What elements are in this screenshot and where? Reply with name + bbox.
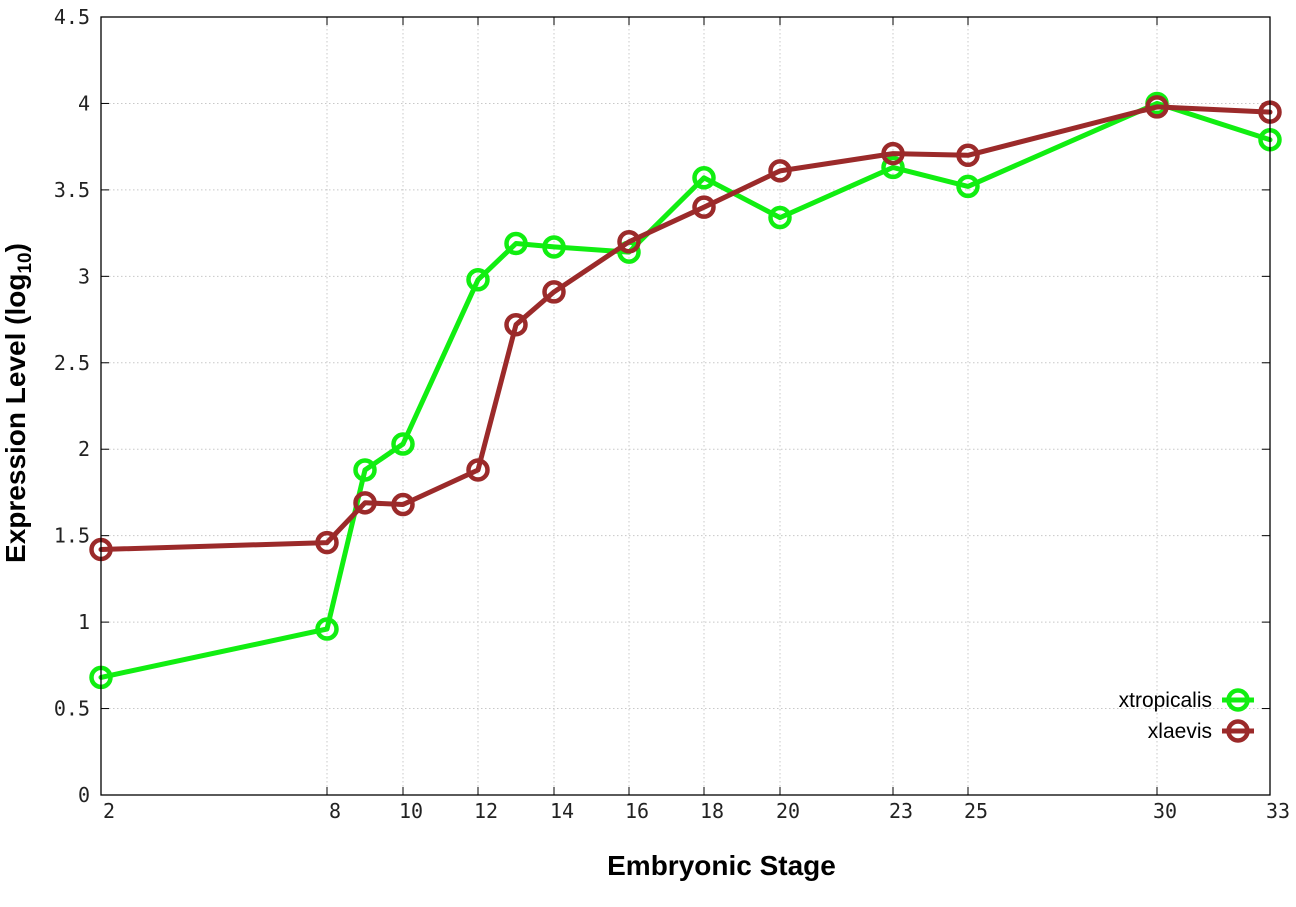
data-point bbox=[692, 195, 716, 219]
y-tick-label: 1 bbox=[78, 610, 90, 634]
data-point bbox=[466, 268, 490, 292]
series-line bbox=[98, 104, 1273, 552]
data-point bbox=[353, 458, 377, 482]
legend: xtropicalis xlaevis bbox=[1119, 688, 1254, 743]
y-tick-label: 3 bbox=[78, 264, 90, 288]
x-tick-label: 14 bbox=[550, 799, 574, 823]
data-series bbox=[89, 91, 1282, 690]
y-tick-label: 2 bbox=[78, 437, 90, 461]
y-axis-title-subscript: 10 bbox=[15, 252, 36, 273]
y-tick-labels: 0 0.5 1 1.5 2 2.5 3 3.5 4 4.5 bbox=[54, 5, 90, 807]
x-tick-label: 30 bbox=[1153, 799, 1177, 823]
x-axis-title: Embryonic Stage bbox=[607, 850, 836, 881]
data-point bbox=[466, 458, 490, 482]
x-tick-label: 25 bbox=[964, 799, 988, 823]
data-point bbox=[956, 143, 980, 168]
data-point bbox=[692, 166, 716, 190]
x-tick-label: 20 bbox=[776, 799, 800, 823]
legend-label: xlaevis bbox=[1148, 720, 1212, 743]
grid-lines bbox=[101, 17, 1270, 795]
x-tick-label: 2 bbox=[103, 799, 115, 823]
data-point bbox=[315, 530, 339, 555]
y-tick-label: 1.5 bbox=[54, 524, 90, 548]
x-tick-label: 16 bbox=[625, 799, 649, 823]
data-point bbox=[504, 312, 528, 337]
data-point bbox=[1145, 95, 1169, 119]
y-axis-title: Expression Level (log10) bbox=[0, 243, 36, 563]
data-point bbox=[881, 155, 905, 180]
y-axis-title-main: Expression Level (log bbox=[0, 274, 31, 563]
y-tick-label: 0 bbox=[78, 783, 90, 807]
data-point bbox=[315, 617, 339, 641]
plot-frame bbox=[100, 16, 1271, 796]
data-point bbox=[353, 491, 377, 515]
y-tick-label: 4 bbox=[78, 91, 90, 115]
legend-item-xlaevis: xlaevis bbox=[1148, 719, 1254, 743]
x-tick-label: 33 bbox=[1266, 799, 1290, 823]
data-point bbox=[504, 231, 528, 256]
x-tick-label: 23 bbox=[889, 799, 913, 823]
data-point bbox=[768, 205, 792, 230]
legend-label: xtropicalis bbox=[1119, 689, 1212, 712]
y-tick-label: 0.5 bbox=[54, 697, 90, 721]
x-tick-label: 18 bbox=[700, 799, 724, 823]
x-tick-label: 12 bbox=[474, 799, 498, 823]
x-tick-labels: 2 8 10 12 14 16 18 20 23 25 30 33 bbox=[103, 799, 1290, 823]
x-tick-label: 8 bbox=[329, 799, 341, 823]
data-point bbox=[542, 280, 566, 304]
legend-item-xtropicalis: xtropicalis bbox=[1119, 688, 1254, 712]
data-point bbox=[391, 492, 415, 517]
data-point bbox=[956, 174, 980, 199]
series-xlaevis bbox=[89, 95, 1282, 562]
y-axis-title-close: ) bbox=[0, 243, 31, 252]
y-tick-label: 2.5 bbox=[54, 351, 90, 375]
legend-swatch-marker bbox=[1226, 688, 1250, 712]
legend-swatch-marker bbox=[1226, 719, 1250, 743]
data-point bbox=[881, 141, 905, 166]
data-point bbox=[617, 230, 641, 254]
data-point bbox=[542, 235, 566, 259]
y-tick-label: 3.5 bbox=[54, 178, 90, 202]
x-tick-label: 10 bbox=[399, 799, 423, 823]
y-tick-label: 4.5 bbox=[54, 5, 90, 29]
data-point bbox=[391, 432, 415, 456]
data-point bbox=[768, 159, 792, 183]
